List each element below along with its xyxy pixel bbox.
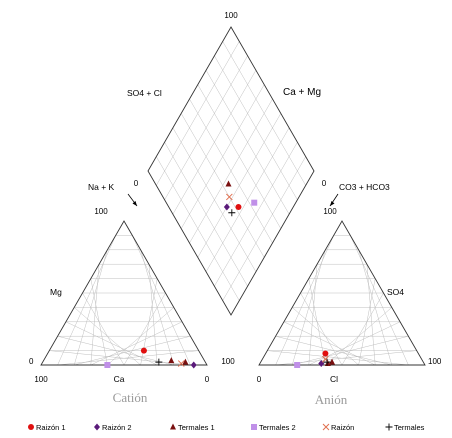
cation-mg-label: Mg (50, 287, 62, 297)
legend-item-t2: Termales 2 (251, 423, 296, 432)
co3hco3-arrow (329, 193, 339, 207)
legend-marker-r2 (94, 423, 100, 431)
cation-top-tick: 100 (94, 207, 108, 216)
legend-label-r2: Raizón 2 (102, 423, 132, 432)
anion-triangle-frame (258, 220, 426, 366)
cation-title: Catión (113, 390, 148, 405)
legend-label-rz: Raizón (331, 423, 354, 432)
legend-marker-r1 (28, 424, 34, 430)
anion-point-t2 (294, 362, 301, 368)
anion-point-r1 (322, 350, 329, 357)
legend-item-t1: Termales 1 (170, 423, 215, 432)
cation-bottom-left-tick: 100 (34, 375, 48, 384)
cation-ca-label: Ca (114, 374, 125, 384)
legend-item-tm: Termales (385, 423, 425, 432)
anion-right-100-tick: 100 (428, 357, 442, 366)
cation-point-t2 (104, 362, 111, 368)
diamond-point-t2 (251, 199, 258, 206)
legend-item-rz: Raizón (322, 423, 354, 432)
legend-item-r2: Raizón 2 (94, 423, 132, 432)
anion-bottom-left-tick: 0 (257, 375, 262, 384)
legend: Raizón 1 Raizón 2 Termales 1 Termales 2 Raiz… (28, 423, 425, 432)
co3hco3-label: CO3 + HCO3 (339, 182, 390, 192)
diamond-top-tick: 100 (224, 11, 238, 20)
legend-marker-t1 (170, 423, 176, 430)
cation-point-tm (155, 358, 163, 366)
diamond-right-zero-tick: 0 (322, 179, 327, 188)
cation-right-100-tick: 100 (221, 357, 235, 366)
cation-point-r1 (140, 347, 147, 354)
diamond-point-t1 (225, 180, 232, 187)
cation-point-t1 (182, 358, 189, 365)
diamond-left-edge-label: SO4 + Cl (127, 88, 162, 98)
nak-label: Na + K (88, 182, 115, 192)
anion-point-t1 (329, 358, 336, 365)
legend-label-t2: Termales 2 (259, 423, 296, 432)
cation-bottom-right-tick: 0 (205, 375, 210, 384)
cation-left-zero-tick: 0 (29, 357, 34, 366)
diamond-point-r2 (223, 203, 230, 211)
diamond-frame (147, 26, 315, 316)
anion-title: Anión (315, 392, 348, 407)
legend-marker-t2 (251, 424, 257, 430)
cation-point-t1 (168, 357, 175, 364)
anion-point-tm (323, 358, 331, 366)
anion-so4-label: SO4 (387, 287, 404, 297)
cation-point-r2 (190, 361, 197, 369)
diamond-right-edge-label: Ca + Mg (283, 87, 321, 98)
plot-frames (40, 26, 426, 366)
legend-label-r1: Raizón 1 (36, 423, 66, 432)
cation-point-rz (177, 360, 185, 367)
grid-lines (49, 41, 417, 366)
diamond-point-tm (228, 209, 236, 217)
legend-label-t1: Termales 1 (178, 423, 215, 432)
anion-top-tick: 100 (323, 207, 337, 216)
legend-marker-rz (322, 423, 330, 431)
nak-arrow (127, 193, 138, 207)
cation-triangle-frame (40, 220, 208, 366)
diamond-point-r1 (235, 204, 242, 210)
diamond-point-rz (225, 193, 233, 201)
legend-item-r1: Raizón 1 (28, 423, 66, 432)
legend-marker-tm (385, 423, 393, 431)
anion-cl-label: Cl (330, 374, 338, 384)
data-points (104, 180, 336, 369)
diamond-left-zero-tick: 0 (134, 179, 139, 188)
anion-point-t1 (324, 360, 331, 367)
legend-label-tm: Termales (394, 423, 425, 432)
